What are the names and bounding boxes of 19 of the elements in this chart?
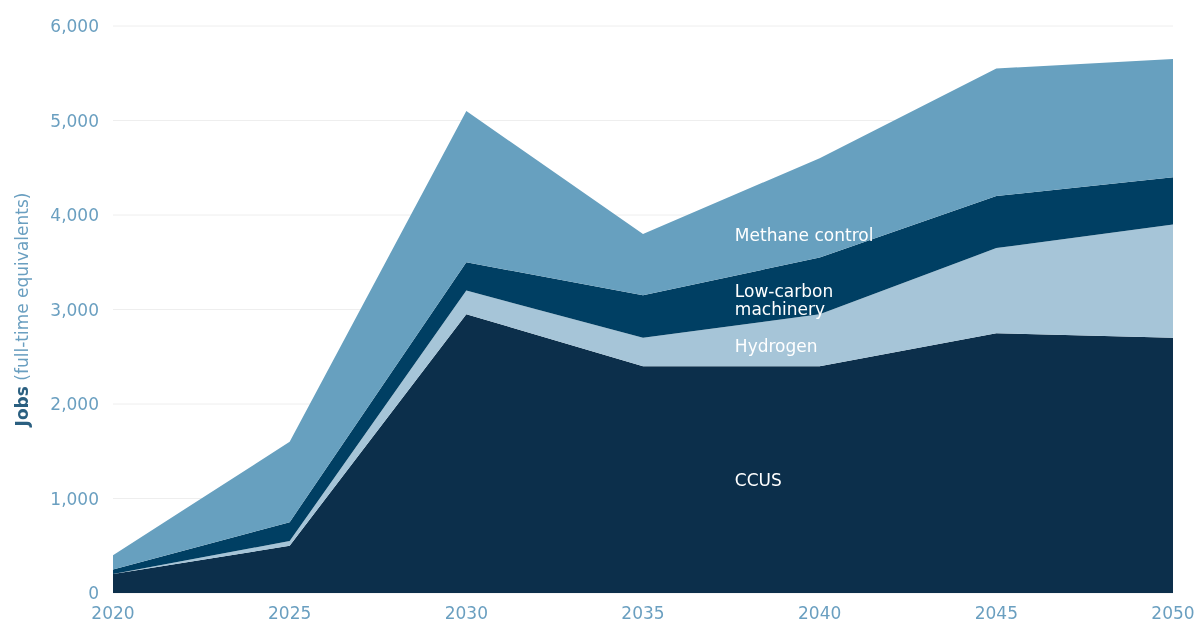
y-tick-label: 6,000 [50, 16, 99, 36]
x-tick-label: 2045 [974, 603, 1018, 623]
x-tick-label: 2040 [798, 603, 842, 623]
y-tick-label: 3,000 [50, 299, 99, 320]
series-label: CCUS [734, 469, 782, 490]
series-label: Low-carbon machinery [734, 280, 834, 319]
x-tick-label: 2030 [444, 603, 488, 623]
x-tick-label: 2050 [1151, 603, 1195, 623]
series-label: Methane control [734, 225, 874, 246]
x-tick-label: 2025 [268, 603, 312, 623]
y-axis-title: Jobs (full-time equivalents) [12, 192, 32, 428]
y-tick-label: 2,000 [50, 394, 99, 414]
y-tick-label: 0 [88, 583, 99, 603]
x-tick-label: 2020 [91, 603, 135, 623]
series-label: Hydrogen [734, 335, 818, 356]
y-tick-label: 1,000 [50, 488, 99, 509]
y-tick-label: 4,000 [50, 205, 99, 225]
x-tick-label: 2035 [621, 603, 665, 623]
y-tick-label: 5,000 [50, 110, 99, 131]
